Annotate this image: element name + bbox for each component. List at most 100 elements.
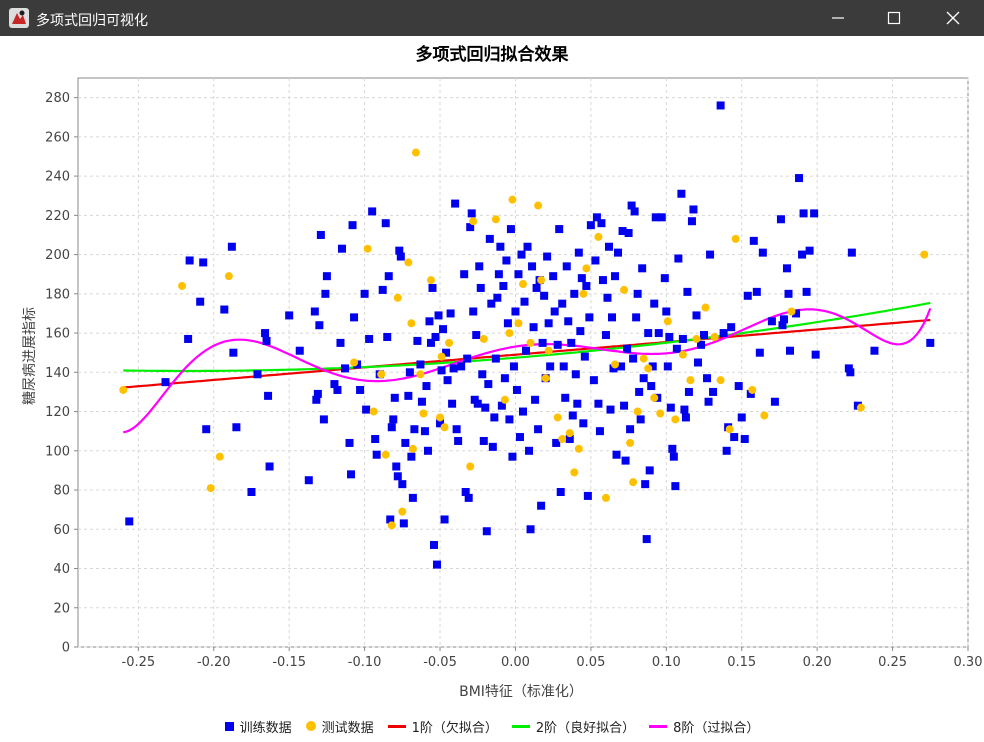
test-point — [787, 307, 796, 316]
legend-label: 训练数据 — [239, 720, 292, 736]
train-point — [749, 236, 758, 245]
train-point — [799, 209, 808, 218]
test-point — [500, 395, 509, 404]
train-point — [378, 285, 387, 294]
test-point — [466, 462, 475, 471]
train-point — [304, 476, 313, 485]
test-point — [436, 413, 445, 422]
test-point — [671, 415, 680, 424]
train-point — [341, 364, 349, 373]
train-point — [583, 491, 592, 500]
train-point — [577, 274, 586, 283]
test-point — [656, 409, 665, 418]
train-point — [601, 331, 610, 340]
test-point — [407, 319, 416, 328]
train-point — [624, 229, 633, 238]
train-point — [476, 283, 485, 292]
train-point — [386, 515, 395, 524]
legend-label: 测试数据 — [321, 720, 374, 736]
train-point — [227, 242, 236, 251]
test-point — [206, 484, 215, 493]
train-point — [425, 317, 434, 326]
maximize-button[interactable] — [866, 0, 922, 36]
train-point — [595, 427, 604, 436]
train-point — [473, 399, 482, 408]
test-point — [544, 346, 553, 355]
train-point — [689, 205, 698, 214]
train-point — [556, 487, 565, 496]
minimize-button[interactable] — [810, 0, 866, 36]
train-point — [428, 283, 437, 292]
test-point — [553, 413, 562, 422]
train-point — [846, 368, 855, 377]
test-point — [920, 250, 929, 259]
train-point — [381, 219, 390, 228]
train-point — [449, 364, 458, 373]
train-point — [802, 287, 811, 296]
train-point — [515, 433, 524, 442]
test-point — [215, 452, 224, 461]
test-point — [748, 385, 757, 394]
test-point — [404, 258, 413, 267]
train-point — [519, 407, 527, 416]
test-point — [445, 338, 454, 347]
train-point — [609, 364, 618, 373]
test-point — [633, 407, 642, 416]
x-axis-title: BMI特征（标准化） — [459, 684, 583, 700]
train-point — [621, 456, 630, 465]
train-point — [755, 348, 764, 357]
test-point — [387, 521, 396, 530]
train-point — [454, 436, 463, 445]
train-point — [384, 272, 393, 281]
train-point — [532, 283, 541, 292]
train-point — [491, 354, 500, 363]
train-point — [440, 515, 449, 524]
train-point — [571, 370, 580, 379]
train-point — [261, 329, 270, 338]
test-point — [574, 444, 583, 453]
close-button[interactable] — [925, 0, 981, 36]
train-point — [433, 560, 442, 569]
train-point — [553, 340, 562, 349]
train-point — [703, 374, 712, 383]
train-point — [709, 387, 718, 396]
train-point — [704, 397, 713, 406]
train-point — [555, 225, 564, 234]
train-point — [585, 313, 594, 322]
train-point — [479, 436, 488, 445]
maximize-icon — [887, 11, 901, 25]
test-point — [505, 329, 514, 338]
train-point — [534, 425, 543, 434]
train-point — [399, 519, 408, 528]
train-point — [576, 327, 585, 336]
train-point — [522, 346, 531, 355]
train-point — [383, 332, 392, 341]
train-point — [743, 291, 752, 300]
y-tick-label: 120 — [45, 405, 70, 420]
train-point — [451, 199, 460, 208]
train-point — [674, 254, 683, 263]
train-point — [706, 250, 715, 259]
test-point — [416, 370, 425, 379]
train-point — [493, 293, 502, 302]
test-point — [377, 370, 386, 379]
test-point — [469, 217, 478, 226]
train-point — [526, 525, 535, 534]
train-point — [767, 317, 776, 326]
train-point — [559, 362, 568, 371]
test-point — [650, 393, 659, 402]
test-point — [611, 360, 620, 369]
test-point — [369, 407, 378, 416]
train-point — [499, 281, 508, 290]
train-point — [630, 207, 639, 216]
legend-label: 1阶（欠拟合） — [411, 720, 498, 736]
train-point — [669, 452, 678, 461]
train-point — [648, 362, 657, 371]
train-point — [620, 401, 629, 410]
legend-item: 8阶（过拟合） — [649, 717, 759, 736]
train-point — [550, 307, 559, 316]
y-tick-label: 220 — [45, 209, 70, 224]
train-point — [776, 215, 785, 224]
train-point — [461, 487, 470, 496]
test-point — [426, 276, 435, 285]
